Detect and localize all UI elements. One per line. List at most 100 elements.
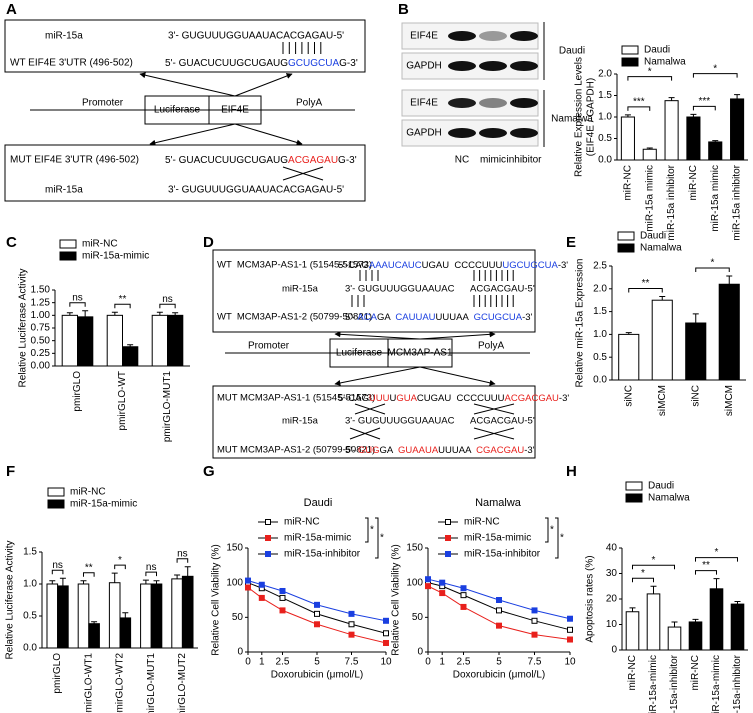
y-tick-label: 40 [606, 543, 618, 554]
point [460, 592, 467, 599]
bar [730, 98, 745, 161]
label: 3'- GUGUUUGGUAAUAC [345, 416, 455, 427]
significance-label: ns [52, 560, 63, 571]
point [245, 584, 251, 591]
significance-label: * [648, 66, 652, 77]
y-tick-label: 50 [412, 612, 424, 623]
bar [167, 314, 184, 367]
legend-label: miR-15a-inhibitor [284, 549, 361, 560]
x-tick-label: 0 [425, 657, 431, 668]
error-bar [734, 94, 741, 99]
y-tick-label: 50 [232, 612, 244, 623]
x-tick-label: miR-15a inhibitor [732, 164, 743, 240]
significance-bracket [159, 303, 176, 309]
legend-label: miR-15a-mimic [70, 499, 137, 510]
panel-label: C [6, 234, 17, 251]
sequence-part: ACA [357, 312, 377, 323]
label: WT EIF4E 3'UTR (496-502) [10, 58, 133, 69]
label: NC [455, 155, 469, 166]
significance-bracket [545, 517, 549, 543]
x-tick-label: pmirGLO-WT2 [115, 653, 126, 713]
y-axis-label: (EIF4E / GAPDH) [586, 78, 597, 156]
bar [57, 585, 69, 649]
point [531, 617, 538, 624]
error-bar [629, 607, 636, 612]
bar [646, 593, 661, 651]
y-tick-label: 1.0 [23, 579, 37, 590]
legend-label: Namalwa [640, 243, 682, 254]
significance-bracket [627, 106, 651, 111]
arrow [149, 123, 236, 146]
legend-marker [445, 551, 451, 557]
bar [119, 617, 132, 649]
x-tick-label: miR-15a mimic [644, 165, 655, 232]
sequence-part: CAUUAU [395, 312, 435, 323]
y-tick-label: 30 [606, 568, 618, 579]
significance-bracket [145, 571, 158, 577]
x-tick-label: miR-15a-mimic [711, 655, 722, 713]
point [258, 581, 265, 588]
sequence-part: ACGACGAU [505, 393, 560, 404]
x-tick-label: 1 [439, 657, 445, 668]
band [510, 31, 538, 41]
x-axis-label: Doxorubicin (μmol/L) [271, 670, 363, 681]
y-tick-label: 150 [226, 543, 243, 554]
point [279, 594, 286, 601]
y-tick-label: 1.5 [598, 90, 612, 101]
x-tick-label: pmirGLO-WT [117, 371, 128, 430]
x-tick-label: siNC [690, 385, 701, 407]
point [245, 577, 251, 584]
panel-label: E [566, 234, 576, 251]
band [479, 98, 507, 108]
label: miR-15a [282, 284, 319, 295]
x-tick-label: pmirGLO [52, 653, 63, 694]
blot-row-label: GAPDH [406, 61, 442, 72]
x-axis-label: Doxorubicin (μmol/L) [453, 670, 545, 681]
significance-label: ** [702, 560, 710, 571]
x-tick-label: 2.5 [457, 657, 471, 668]
bar [140, 583, 152, 649]
bar [77, 316, 94, 367]
sequence-part: 5'- GUACUCUUGCUGAUG [165, 58, 288, 69]
y-tick-label: 0.75 [31, 323, 51, 334]
significance-bracket [692, 73, 738, 78]
sequence-part: G-3' [339, 58, 358, 69]
x-tick-label: miR-NC [627, 655, 638, 691]
sequence-part: GA [380, 445, 398, 456]
significance-bracket [695, 557, 738, 562]
band [448, 61, 476, 71]
significance-label: * [652, 555, 656, 566]
arrow [419, 366, 496, 386]
significance-bracket [632, 577, 654, 583]
point [425, 583, 431, 590]
error-bar [184, 566, 191, 577]
y-tick-label: 0.5 [23, 611, 37, 622]
x-tick-label: pmirGLO-MUT2 [177, 653, 188, 713]
bar [642, 148, 657, 161]
y-axis-label: Apoptosis rates (%) [585, 555, 596, 642]
sequence-part: 5'-CAG [338, 260, 369, 271]
bar [625, 611, 640, 651]
sequence-part: GCUGCUA [288, 58, 339, 69]
bar [77, 583, 90, 649]
significance-bracket [555, 517, 559, 559]
sequence: 5'- ACAGA CAUUAUUUUAA GCUGCUA-3' [345, 312, 533, 323]
legend-swatch [59, 251, 77, 261]
bar [106, 314, 123, 367]
x-tick-label: miR-15a-inhibitor [732, 654, 743, 713]
point [383, 617, 389, 624]
x-tick-label: 7.5 [528, 657, 542, 668]
y-tick-label: 0 [237, 647, 243, 658]
y-tick-label: 0 [417, 647, 423, 658]
label: WT MCM3AP-AS1-1 (51545-51573) [217, 260, 372, 271]
error-bar [659, 296, 666, 301]
x-tick-label: miR-15a-mimic [648, 655, 659, 713]
legend-label: miR-NC [70, 487, 106, 498]
significance-bracket [176, 558, 189, 563]
sequence-part: GA [377, 312, 395, 323]
legend-label: miR-NC [464, 517, 500, 528]
point [348, 610, 355, 617]
error-bar [692, 618, 699, 622]
legend-swatch [625, 493, 643, 503]
